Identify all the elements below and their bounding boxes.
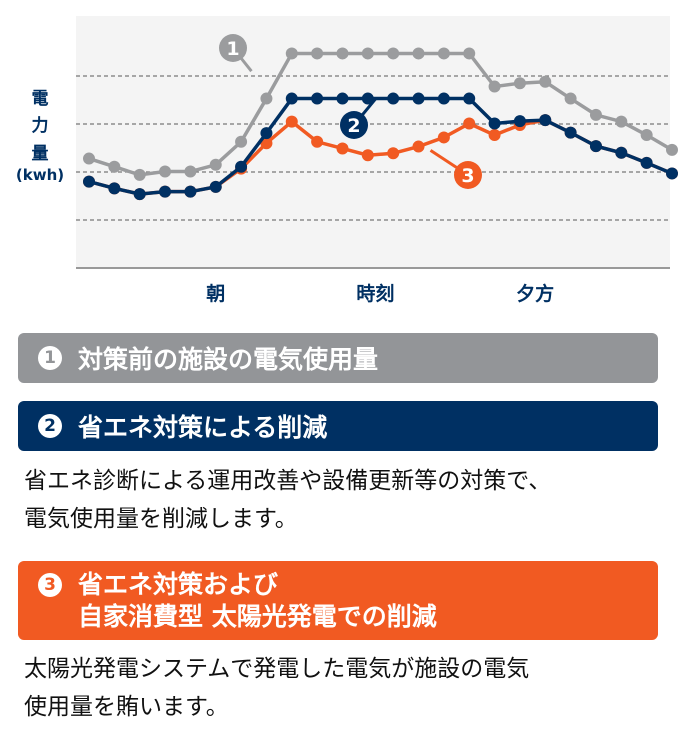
data-point-2: [83, 175, 95, 188]
data-point-2: [666, 167, 678, 180]
data-point-1: [83, 152, 95, 165]
callout-number-2: 2: [347, 115, 360, 137]
legend-box-2: 2 省エネ対策による削減: [18, 401, 658, 451]
data-point-1: [108, 160, 121, 173]
data-point-2: [513, 115, 526, 128]
callout-badge-1: [219, 34, 247, 62]
data-point-2: [235, 160, 248, 173]
data-point-1: [387, 47, 400, 60]
data-point-1: [539, 75, 552, 88]
data-point-1: [589, 108, 602, 121]
callout-number-1: 1: [226, 38, 239, 60]
y-axis-label-1: 電: [31, 89, 49, 109]
data-point-1: [564, 92, 577, 105]
x-tick-label: 夕方: [516, 282, 554, 305]
y-axis-label-2: 力: [31, 116, 49, 136]
data-point-1: [463, 47, 476, 60]
data-point-3: [463, 117, 476, 130]
data-point-2: [336, 92, 349, 105]
data-point-2: [564, 126, 577, 139]
number-badge-2: 2: [38, 414, 62, 438]
x-tick-label: 時刻: [356, 282, 394, 305]
data-point-1: [361, 47, 374, 60]
data-point-1: [513, 77, 526, 90]
legend-label-3-line-1: 省エネ対策および: [78, 570, 279, 599]
data-point-2: [260, 127, 273, 140]
legend-label-3-line-2: 自家消費型 太陽光発電での削減: [78, 602, 437, 631]
data-point-1: [285, 47, 298, 60]
data-point-3: [488, 129, 501, 142]
data-point-3: [437, 131, 450, 144]
callout-badge-3: [454, 161, 482, 189]
number-badge-1: 1: [38, 346, 62, 370]
line-chart: 朝 時刻 夕方 1 3 2: [76, 16, 678, 305]
data-point-2: [108, 182, 121, 195]
data-point-2: [387, 92, 400, 105]
description-3: 太陽光発電システムで発電した電気が施設の電気 使用量を賄います。: [24, 650, 529, 726]
data-point-3: [412, 140, 425, 153]
x-tick-label: 朝: [206, 283, 225, 305]
data-point-1: [159, 165, 172, 178]
description-3-line-2: 使用量を賄います。: [24, 694, 229, 720]
data-point-1: [235, 135, 248, 148]
number-badge-3: 3: [38, 573, 62, 597]
data-point-2: [539, 114, 552, 127]
data-point-2: [209, 180, 222, 193]
data-point-1: [336, 47, 349, 60]
callout-number-3: 3: [461, 165, 474, 187]
data-point-3: [336, 142, 349, 155]
data-point-2: [285, 92, 298, 105]
data-point-2: [361, 92, 374, 105]
data-point-2: [159, 185, 172, 198]
data-point-2: [463, 92, 476, 105]
data-point-2: [133, 188, 146, 201]
description-2-line-1: 省エネ診断による運用改善や設備更新等の対策で、: [24, 468, 552, 494]
data-point-1: [184, 165, 197, 178]
data-point-1: [311, 47, 324, 60]
data-point-3: [285, 115, 298, 128]
data-point-1: [437, 47, 450, 60]
data-point-3: [387, 147, 400, 160]
data-point-1: [133, 168, 146, 181]
data-point-1: [640, 129, 653, 142]
data-point-2: [589, 140, 602, 153]
data-point-2: [412, 92, 425, 105]
data-point-2: [615, 146, 628, 159]
legend-label-1: 対策前の施設の電気使用量: [78, 345, 379, 374]
data-point-1: [666, 143, 678, 156]
data-point-3: [361, 149, 374, 162]
data-point-1: [260, 92, 273, 105]
data-point-3: [260, 137, 273, 150]
data-point-1: [412, 47, 425, 60]
description-2: 省エネ診断による運用改善や設備更新等の対策で、 電気使用量を削減します。: [24, 462, 551, 538]
y-axis-unit: (kwh): [15, 166, 65, 184]
data-point-1: [488, 80, 501, 93]
callout-badge-2: [340, 111, 368, 139]
data-point-2: [437, 92, 450, 105]
data-point-2: [311, 92, 324, 105]
plot-background: [76, 16, 670, 268]
description-2-line-2: 電気使用量を削減します。: [24, 506, 298, 532]
legend-box-3: 3 省エネ対策および 自家消費型 太陽光発電での削減: [18, 561, 658, 640]
description-3-line-1: 太陽光発電システムで発電した電気が施設の電気: [24, 656, 530, 682]
legend-box-1: 1 対策前の施設の電気使用量: [18, 333, 658, 383]
data-point-3: [311, 135, 324, 148]
data-point-2: [640, 156, 653, 169]
data-point-1: [615, 115, 628, 128]
y-axis-label-3: 量: [31, 144, 49, 164]
legend-label-2: 省エネ対策による削減: [78, 413, 328, 442]
data-point-2: [184, 185, 197, 198]
data-point-2: [488, 117, 501, 130]
data-point-1: [209, 158, 222, 171]
